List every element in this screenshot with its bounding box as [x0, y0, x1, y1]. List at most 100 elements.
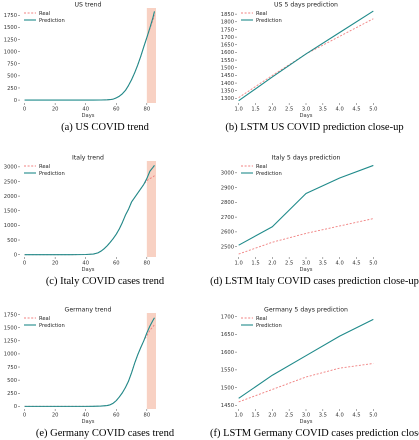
x-tick-label: 0: [23, 107, 26, 113]
y-tick-label: 1500: [4, 325, 17, 331]
x-axis-label: Days: [82, 267, 95, 273]
y-tick-label: 1300: [221, 96, 234, 102]
y-tick-label: 1700: [221, 35, 234, 41]
caption-e: (e) Germany COVID cases trend: [35, 428, 175, 439]
y-tick-label: 250: [7, 391, 17, 397]
x-axis-label: Days: [300, 113, 313, 119]
prediction-window-band: [146, 313, 156, 409]
legend-label: Real: [256, 316, 267, 322]
y-tick-label: 500: [7, 238, 17, 244]
y-tick-label: 1000: [4, 352, 17, 358]
x-tick-label: 4.5: [352, 261, 360, 267]
caption-b: (b) LSTM US COVID prediction close-up: [225, 122, 404, 133]
chart-4: Germany trend 0 20 40 60 80 Days 0 250 500 750 1000…: [4, 307, 156, 425]
series-line-prediction: [238, 10, 374, 102]
y-tick-label: 1750: [4, 312, 17, 318]
x-tick-label: 40: [82, 107, 89, 113]
y-tick-label: 1600: [221, 50, 234, 56]
x-axis-label: Days: [300, 419, 313, 425]
y-tick-label: 2600: [221, 230, 234, 236]
chart-title: US 5 days prediction: [274, 2, 338, 9]
legend-label: Real: [256, 164, 267, 170]
legend-label: Prediction: [39, 323, 65, 329]
y-tick-label: 1700: [221, 314, 234, 320]
prediction-window-band: [146, 161, 156, 257]
x-tick-label: 80: [144, 107, 151, 113]
y-tick-label: 1400: [221, 81, 234, 87]
y-tick-label: 1750: [221, 27, 234, 33]
x-tick-label: 1.5: [251, 413, 259, 419]
y-tick-label: 750: [7, 365, 17, 371]
x-tick-label: 1.0: [235, 107, 243, 113]
y-tick-label: 2800: [221, 200, 234, 206]
legend-label: Real: [39, 164, 50, 170]
caption-c: (c) Italy COVID cases trend: [45, 276, 165, 287]
x-axis-label: Days: [82, 419, 95, 425]
x-tick-label: 3.5: [319, 413, 327, 419]
legend-label: Prediction: [256, 18, 282, 24]
y-tick-label: 1500: [4, 209, 17, 215]
y-tick-label: 1250: [4, 37, 17, 43]
y-tick-label: 0: [14, 404, 17, 410]
x-tick-label: 5.0: [369, 107, 377, 113]
x-tick-label: 5.0: [369, 413, 377, 419]
y-tick-label: 2500: [4, 179, 17, 185]
y-tick-label: 1250: [4, 339, 17, 345]
x-tick-label: 2.0: [268, 107, 276, 113]
series-line-real: [24, 324, 155, 407]
x-tick-label: 2.0: [268, 413, 276, 419]
y-tick-label: 750: [7, 62, 17, 68]
caption-a: (a) US COVID trend: [61, 122, 149, 133]
x-tick-label: 2.5: [285, 107, 293, 113]
x-tick-label: 2.0: [268, 261, 276, 267]
chart-1: US 5 days prediction 1.0 1.5 2.0 2.5 3.0 3.5 4.…: [221, 2, 378, 120]
x-tick-label: 4.0: [336, 413, 344, 419]
x-tick-label: 1.5: [251, 261, 259, 267]
y-tick-label: 500: [7, 74, 17, 80]
y-tick-label: 1350: [221, 89, 234, 95]
y-tick-label: 2900: [221, 185, 234, 191]
y-tick-label: 1450: [221, 73, 234, 79]
y-tick-label: 1550: [221, 58, 234, 64]
y-tick-label: 1600: [221, 350, 234, 356]
chart-3: Italy 5 days prediction 1.0 1.5 2.0 2.5 3.0 3.…: [221, 155, 378, 274]
x-tick-label: 3.0: [302, 413, 310, 419]
prediction-window-band: [146, 8, 156, 103]
legend-label: Real: [39, 316, 50, 322]
y-tick-label: 1500: [221, 385, 234, 391]
x-tick-label: 2.5: [285, 261, 293, 267]
y-tick-label: 1750: [4, 13, 17, 19]
y-tick-label: 3000: [4, 165, 17, 171]
x-tick-label: 80: [144, 261, 151, 267]
y-tick-label: 1650: [221, 43, 234, 49]
y-tick-label: 1650: [221, 332, 234, 338]
chart-title: US trend: [75, 2, 102, 9]
series-line-prediction: [24, 317, 155, 407]
y-tick-label: 250: [7, 86, 17, 92]
x-axis-label: Days: [300, 267, 313, 273]
x-tick-label: 4.0: [336, 261, 344, 267]
y-tick-label: 1550: [221, 368, 234, 374]
x-tick-label: 60: [113, 107, 120, 113]
x-tick-label: 1.5: [251, 107, 259, 113]
y-tick-label: 3000: [221, 171, 234, 177]
chart-0: US trend 0 20 40 60 80 Days 0 250 500 750 1000 1250 1…: [4, 2, 156, 119]
x-tick-label: 40: [82, 261, 89, 267]
series-line-real: [238, 218, 374, 255]
x-tick-label: 40: [82, 413, 89, 419]
y-tick-label: 1500: [4, 25, 17, 31]
legend-label: Prediction: [256, 171, 282, 177]
x-tick-label: 3.5: [319, 107, 327, 113]
legend-label: Prediction: [39, 171, 65, 177]
legend-label: Real: [256, 11, 267, 17]
y-tick-label: 1500: [221, 66, 234, 72]
series-line-real: [24, 175, 155, 256]
x-tick-label: 3.5: [319, 261, 327, 267]
caption-f: (f) LSTM Germany COVID cases prediction …: [210, 428, 419, 439]
x-tick-label: 60: [113, 413, 120, 419]
y-tick-label: 2500: [221, 244, 234, 250]
chart-title: Germany 5 days prediction: [264, 307, 348, 314]
legend-label: Real: [39, 11, 50, 17]
y-tick-label: 500: [7, 378, 17, 384]
